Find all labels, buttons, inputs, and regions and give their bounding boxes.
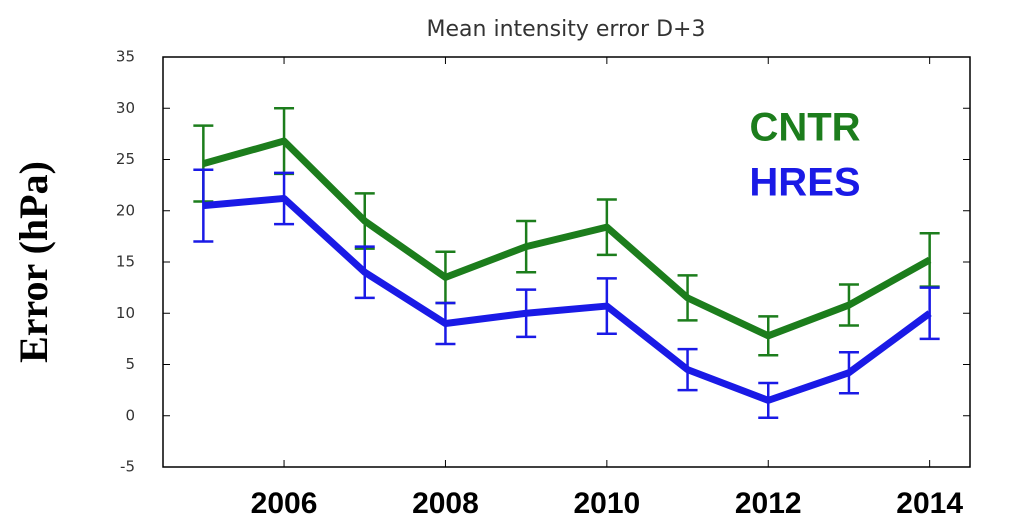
y-axis-label: Error (hPa) xyxy=(11,161,56,363)
y-tick-label: 35 xyxy=(116,48,135,66)
error-bar xyxy=(354,245,375,300)
error-bar xyxy=(758,315,779,357)
y-tick-label: 5 xyxy=(125,355,135,373)
error-bar xyxy=(919,286,940,341)
y-tick-label: -5 xyxy=(120,458,135,476)
error-bar xyxy=(838,283,859,327)
y-tick-label: 0 xyxy=(125,406,135,424)
error-bar xyxy=(596,277,617,335)
error-bar xyxy=(354,192,375,250)
error-bar xyxy=(677,274,698,322)
series-line xyxy=(202,137,932,340)
legend-label: HRES xyxy=(749,161,860,205)
y-tick-label: 20 xyxy=(116,201,135,219)
x-tick-label: 2010 xyxy=(573,487,640,520)
y-tick-label: 15 xyxy=(116,253,135,271)
error-bar xyxy=(516,288,537,339)
y-tick-label: 10 xyxy=(116,304,135,322)
error-bar xyxy=(516,219,537,274)
legend-label: CNTR xyxy=(749,106,860,150)
error-bar xyxy=(758,381,779,420)
series-line xyxy=(203,194,932,404)
error-bar xyxy=(274,171,295,226)
error-bar xyxy=(193,168,214,243)
x-tick-label: 2012 xyxy=(735,487,802,520)
error-bar xyxy=(838,350,859,395)
chart-title: Mean intensity error D+3 xyxy=(427,17,706,42)
error-bar xyxy=(435,301,456,346)
x-tick-label: 2008 xyxy=(412,487,479,520)
error-bar xyxy=(677,347,698,392)
y-tick-label: 25 xyxy=(116,150,135,168)
y-tick-label: 30 xyxy=(116,99,135,117)
x-tick-label: 2014 xyxy=(896,487,963,520)
x-tick-label: 2006 xyxy=(251,487,318,520)
error-bar xyxy=(596,198,617,257)
